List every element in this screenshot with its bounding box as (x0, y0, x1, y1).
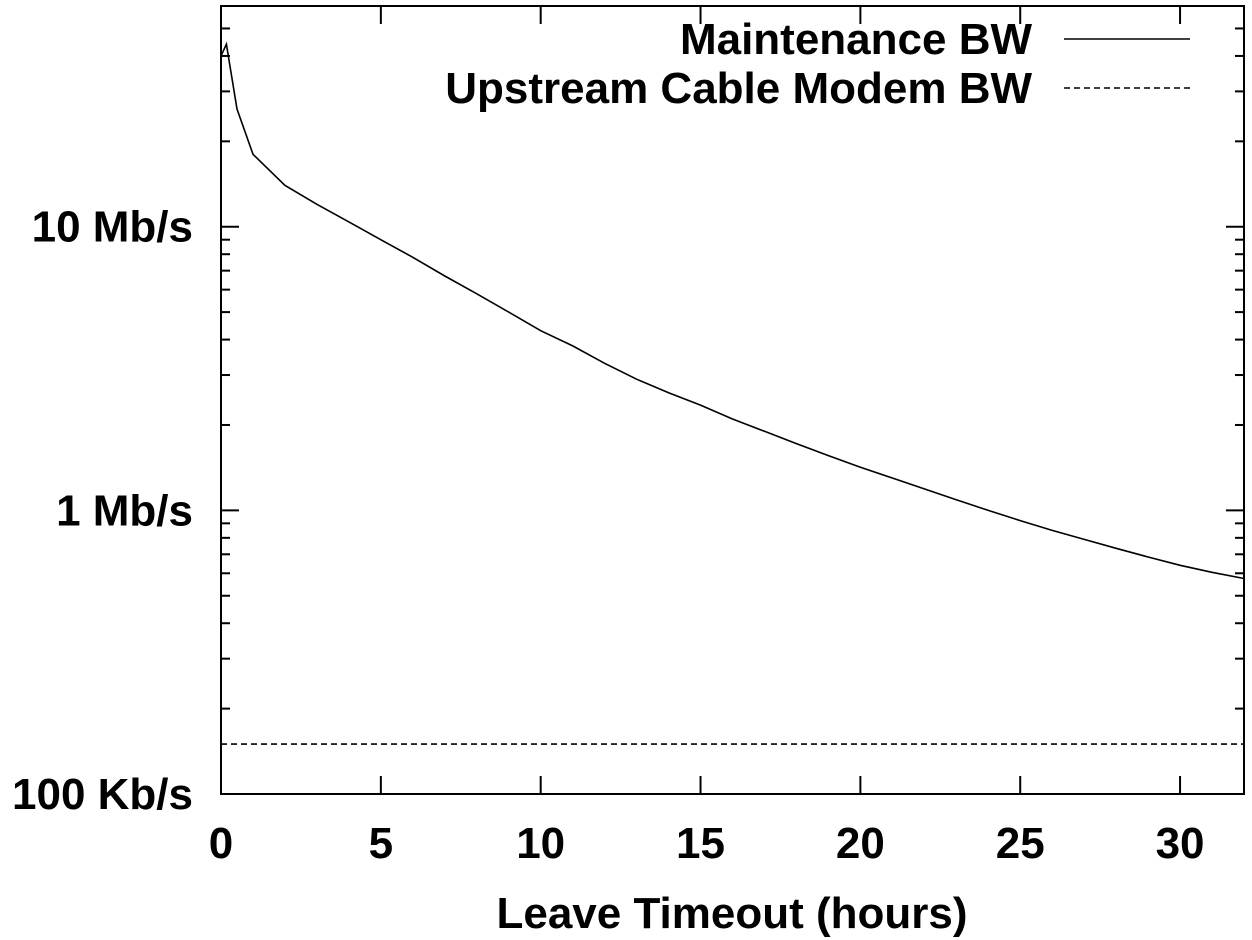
x-tick-label: 20 (836, 819, 885, 868)
series-layer (220, 41, 1245, 745)
x-tick-label: 5 (369, 819, 393, 868)
plot-frame (220, 5, 1245, 795)
y-axis-ticks: 100 Kb/s 1 Mb/s 10 Mb/s (12, 5, 1244, 819)
x-axis-ticks: 0 5 10 15 20 25 30 (209, 6, 1205, 868)
x-tick-label: 0 (209, 819, 233, 868)
x-tick-label: 30 (1156, 819, 1205, 868)
legend-label: Upstream Cable Modem BW (445, 64, 1032, 113)
x-tick-label: 15 (676, 819, 725, 868)
y-tick-label: 100 Kb/s (12, 770, 193, 819)
x-tick-label: 25 (996, 819, 1045, 868)
y-tick-label: 10 Mb/s (32, 203, 193, 252)
y-tick-label: 1 Mb/s (56, 486, 193, 535)
legend-label: Maintenance BW (680, 15, 1033, 64)
x-axis-title: Leave Timeout (hours) (496, 889, 967, 938)
x-tick-label: 10 (516, 819, 565, 868)
series-line-1 (220, 41, 1245, 580)
